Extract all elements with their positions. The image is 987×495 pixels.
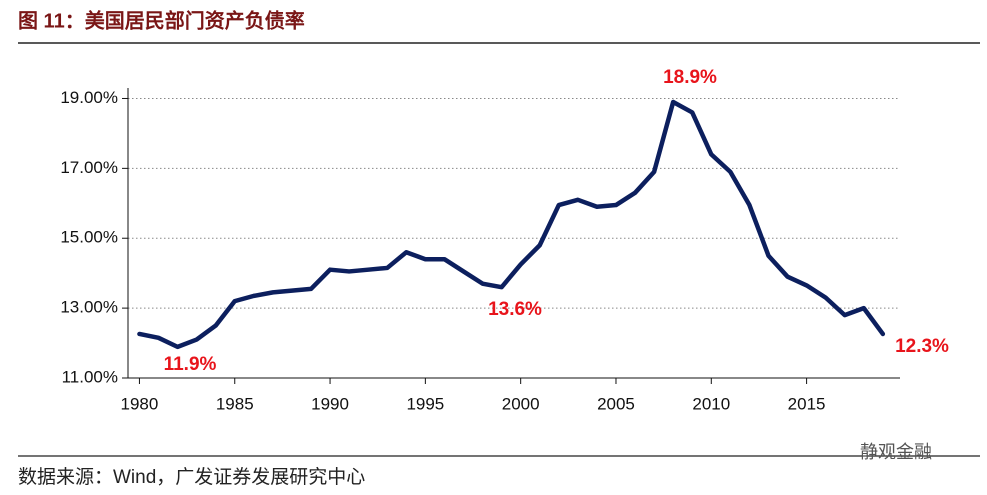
x-tick-label: 2005 xyxy=(597,394,635,413)
x-tick-label: 1985 xyxy=(216,394,254,413)
line-series xyxy=(137,99,886,350)
x-tick-label: 2010 xyxy=(692,394,730,413)
x-tick-label: 1980 xyxy=(121,394,159,413)
y-tick-label: 11.00% xyxy=(62,367,118,386)
y-tick-label: 15.00% xyxy=(60,228,118,247)
x-tick-label: 1990 xyxy=(311,394,349,413)
source: 数据来源：Wind，广发证券发展研究中心 xyxy=(18,466,365,488)
y-tick-label: 19.00% xyxy=(60,88,118,107)
x-tick-label: 2000 xyxy=(502,394,540,413)
x-tick-label: 1995 xyxy=(406,394,444,413)
annotation: 11.9% xyxy=(164,354,217,375)
y-tick-label: 17.00% xyxy=(60,158,118,177)
x-tick-label: 2015 xyxy=(788,394,826,413)
annotation: 12.3% xyxy=(895,336,949,357)
y-tick-label: 13.00% xyxy=(60,298,118,317)
annotation: 18.9% xyxy=(663,67,717,88)
watermark: 静观金融 xyxy=(860,442,932,462)
annotation: 13.6% xyxy=(488,299,542,320)
chart-title: 图 11：美国居民部门资产负债率 xyxy=(18,8,305,32)
